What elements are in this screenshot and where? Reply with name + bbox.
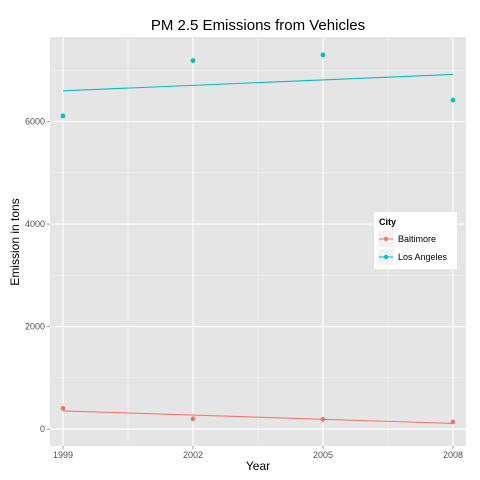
y-tick-label: 6000 [25,117,45,127]
data-points [60,52,456,425]
legend-item-baltimore: Baltimore [378,231,436,247]
legend-key-point [383,236,389,242]
baltimore-point [190,416,196,422]
baltimore-point [60,405,66,411]
x-axis-ticks: 1999 2002 2005 2008 [53,446,463,460]
y-axis-ticks: 0 2000 4000 6000 [25,117,50,434]
los-angeles-point [320,52,326,58]
baltimore-trend-line [62,410,454,424]
legend-key-point [383,254,389,260]
trend-lines [62,73,454,424]
y-tick-label: 4000 [25,219,45,229]
baltimore-point [320,416,326,422]
legend-label: Baltimore [398,234,436,244]
x-tick-label: 2008 [443,450,463,460]
y-tick-label: 2000 [25,322,45,332]
chart-title: PM 2.5 Emissions from Vehicles [151,17,365,34]
los-angeles-point [190,58,196,63]
legend-items: Baltimore Los Angeles [378,231,448,265]
legend-title: City [379,217,396,227]
y-tick-label: 0 [40,424,45,434]
los-angeles-trend-line [62,73,454,92]
x-tick-label: 2002 [183,450,203,460]
legend-label: Los Angeles [398,252,448,262]
los-angeles-point [60,113,66,119]
baltimore-point [450,419,456,425]
x-tick-label: 1999 [53,450,73,460]
y-axis-title: Emission in tons [8,198,22,285]
x-tick-label: 2005 [313,450,333,460]
los-angeles-point [450,97,456,103]
x-axis-title: Year [246,459,270,473]
legend: City Baltimore Los Angeles [374,212,457,269]
legend-item-los-angeles: Los Angeles [378,249,448,265]
